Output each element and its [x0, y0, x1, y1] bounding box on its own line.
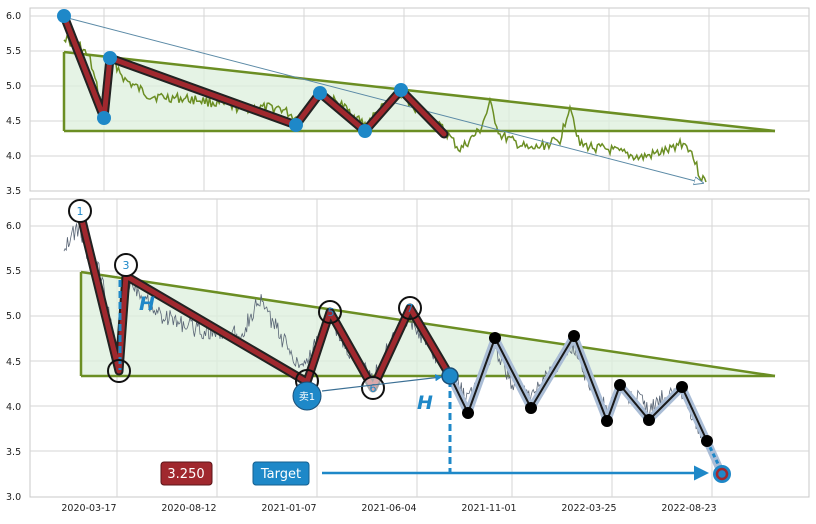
top-resistance-line — [63, 50, 776, 133]
target-button-box[interactable] — [252, 461, 310, 486]
target-value-box[interactable] — [160, 461, 213, 486]
top-pivot-node — [358, 124, 372, 138]
top-zigzag — [61, 13, 447, 137]
projection-node — [701, 435, 713, 447]
top-ytick-label: 4.0 — [6, 151, 21, 162]
projection-node — [614, 379, 626, 391]
bottom-y-axis: 6.0 5.5 5.0 4.5 4.0 3.5 3.0 — [6, 221, 21, 503]
top-ytick-label: 3.5 — [6, 186, 21, 197]
top-pivot-node — [313, 86, 327, 100]
pivot-circle-7 — [398, 296, 422, 320]
target-value-text: 3.250 — [167, 467, 204, 482]
projection-path — [449, 335, 708, 442]
breakout-node — [441, 367, 459, 385]
projection-points — [462, 330, 713, 447]
bottom-ytick-label: 5.5 — [6, 266, 21, 277]
xtick-label: 2020-08-12 — [161, 503, 216, 514]
projection-final-leg — [705, 440, 722, 469]
sell-arrow — [321, 374, 443, 392]
top-pivot-node — [103, 51, 117, 65]
projection-node — [525, 402, 537, 414]
target-value-badge[interactable]: 3.250 — [160, 461, 213, 486]
xtick-label: 2021-06-04 — [361, 503, 416, 514]
top-pivot-node — [289, 118, 303, 132]
x-axis: 2020-03-17 2020-08-12 2021-01-07 2021-06… — [61, 503, 716, 514]
h-label: H — [139, 293, 155, 315]
top-pivot-node — [97, 111, 111, 125]
top-ytick-label: 5.0 — [6, 81, 21, 92]
xtick-label: 2022-03-25 — [561, 503, 616, 514]
bottom-ytick-label: 3.0 — [6, 492, 21, 503]
projection-node — [643, 414, 655, 426]
bottom-ytick-label: 5.0 — [6, 311, 21, 322]
pivot-circle-5 — [318, 300, 342, 324]
sell-marker[interactable] — [292, 381, 322, 411]
top-pivot-points — [57, 9, 408, 138]
top-ytick-label: 4.5 — [6, 116, 21, 127]
pivot-label-6: 6 — [370, 382, 377, 395]
h-label: H — [417, 392, 433, 414]
pivot-label-7: 7 — [407, 302, 414, 315]
pivot-circle-6 — [361, 376, 385, 400]
xtick-label: 2021-11-01 — [461, 503, 516, 514]
top-y-axis: 6.0 5.5 5.0 4.5 4.0 3.5 — [6, 11, 21, 197]
pivot-circles: 1 3 5 7 6 — [68, 199, 422, 400]
top-triangle — [62, 50, 776, 133]
pivot-circle-2 — [107, 359, 131, 383]
bottom-ytick-label: 6.0 — [6, 221, 21, 232]
bottom-ytick-label: 4.5 — [6, 357, 21, 368]
pivot-circle-3 — [114, 253, 138, 277]
xtick-label: 2020-03-17 — [61, 503, 116, 514]
target-button[interactable]: Target — [252, 461, 310, 486]
projection-node — [489, 332, 501, 344]
pivot-label-1: 1 — [77, 205, 84, 218]
bottom-ytick-label: 4.0 — [6, 402, 21, 413]
projection-node — [462, 407, 474, 419]
xtick-label: 2021-01-07 — [261, 503, 316, 514]
top-ytick-label: 6.0 — [6, 11, 21, 22]
sell-label: 卖1 — [299, 391, 315, 403]
projection-node — [568, 330, 580, 342]
bottom-resistance-line — [80, 270, 776, 378]
target-marker-ring — [715, 467, 729, 481]
pivot-label-5: 5 — [328, 306, 335, 319]
projection-node — [601, 415, 613, 427]
pivot-circle-1 — [68, 199, 92, 223]
top-ytick-label: 5.5 — [6, 46, 21, 57]
bottom-ytick-label: 3.5 — [6, 447, 21, 458]
top-trend-arrow — [63, 16, 703, 183]
xtick-label: 2022-08-23 — [661, 503, 716, 514]
projection-node — [676, 381, 688, 393]
target-marker-outer — [713, 465, 731, 483]
target-button-label: Target — [260, 467, 301, 482]
pivot-label-3: 3 — [123, 259, 130, 272]
top-pivot-node — [57, 9, 71, 23]
bottom-zigzag — [77, 209, 453, 391]
top-pivot-node — [394, 83, 408, 97]
